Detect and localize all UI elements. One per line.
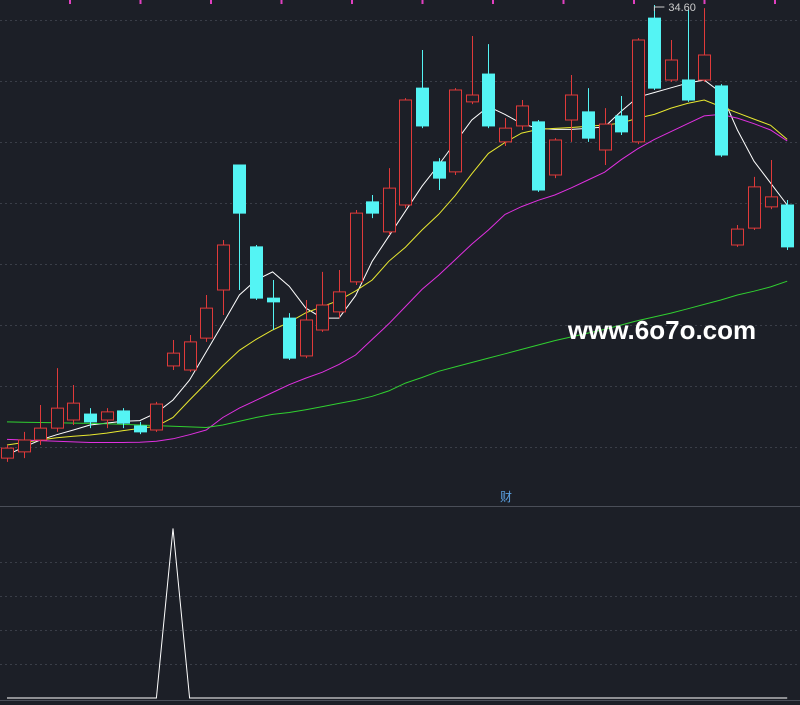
candle-body <box>316 304 329 331</box>
indicator-line <box>7 528 788 699</box>
candle-body <box>101 411 114 421</box>
candle-body <box>682 79 695 101</box>
candle-body <box>466 94 479 103</box>
candle-body <box>1 447 14 459</box>
candle-body <box>283 317 296 359</box>
candle-body <box>366 201 379 214</box>
candle-body <box>582 111 595 139</box>
candle-body <box>698 54 711 81</box>
candle-body <box>67 402 80 421</box>
candle-body <box>350 212 363 283</box>
candle-body <box>217 244 230 291</box>
watermark: www.6o7o.com <box>567 315 756 345</box>
moving-average-line <box>6 280 788 429</box>
candle-body <box>184 341 197 371</box>
candle-body <box>516 105 529 127</box>
candle-body <box>715 85 728 156</box>
candle-body <box>532 121 545 191</box>
high-label: 34.60 <box>668 2 696 14</box>
candle-body <box>565 94 578 121</box>
candle-body <box>632 39 645 143</box>
candle-body <box>665 59 678 81</box>
candle-body <box>167 352 180 367</box>
candle-body <box>333 291 346 313</box>
candle-body <box>233 164 246 214</box>
candle-body <box>482 73 495 127</box>
candle-body <box>781 204 794 248</box>
candle-body <box>615 115 628 133</box>
indicator-label: 财 <box>500 490 512 504</box>
candle-body <box>18 439 31 453</box>
high-pointer <box>653 6 665 11</box>
candle-body <box>748 186 761 229</box>
candle-body <box>449 89 462 173</box>
candle-body <box>200 307 213 339</box>
candle-body <box>34 427 47 441</box>
candle-body <box>250 246 263 299</box>
candle-body <box>134 425 147 433</box>
candle-body <box>51 407 64 429</box>
candle-body <box>267 297 280 303</box>
moving-average-line <box>6 113 788 443</box>
candle-body <box>433 161 446 179</box>
candle-body <box>648 17 661 89</box>
candle-body <box>300 319 313 357</box>
candle-body <box>499 127 512 143</box>
candle-body <box>150 403 163 431</box>
candle-body <box>383 187 396 233</box>
candle-body <box>599 123 612 151</box>
moving-average-line <box>6 79 788 456</box>
candle-body <box>549 139 562 176</box>
candle-body <box>117 410 130 424</box>
candle-body <box>399 99 412 206</box>
candle-body <box>765 196 778 208</box>
candle-body <box>84 413 97 423</box>
candle-body <box>416 87 429 127</box>
candle-body <box>731 228 744 246</box>
